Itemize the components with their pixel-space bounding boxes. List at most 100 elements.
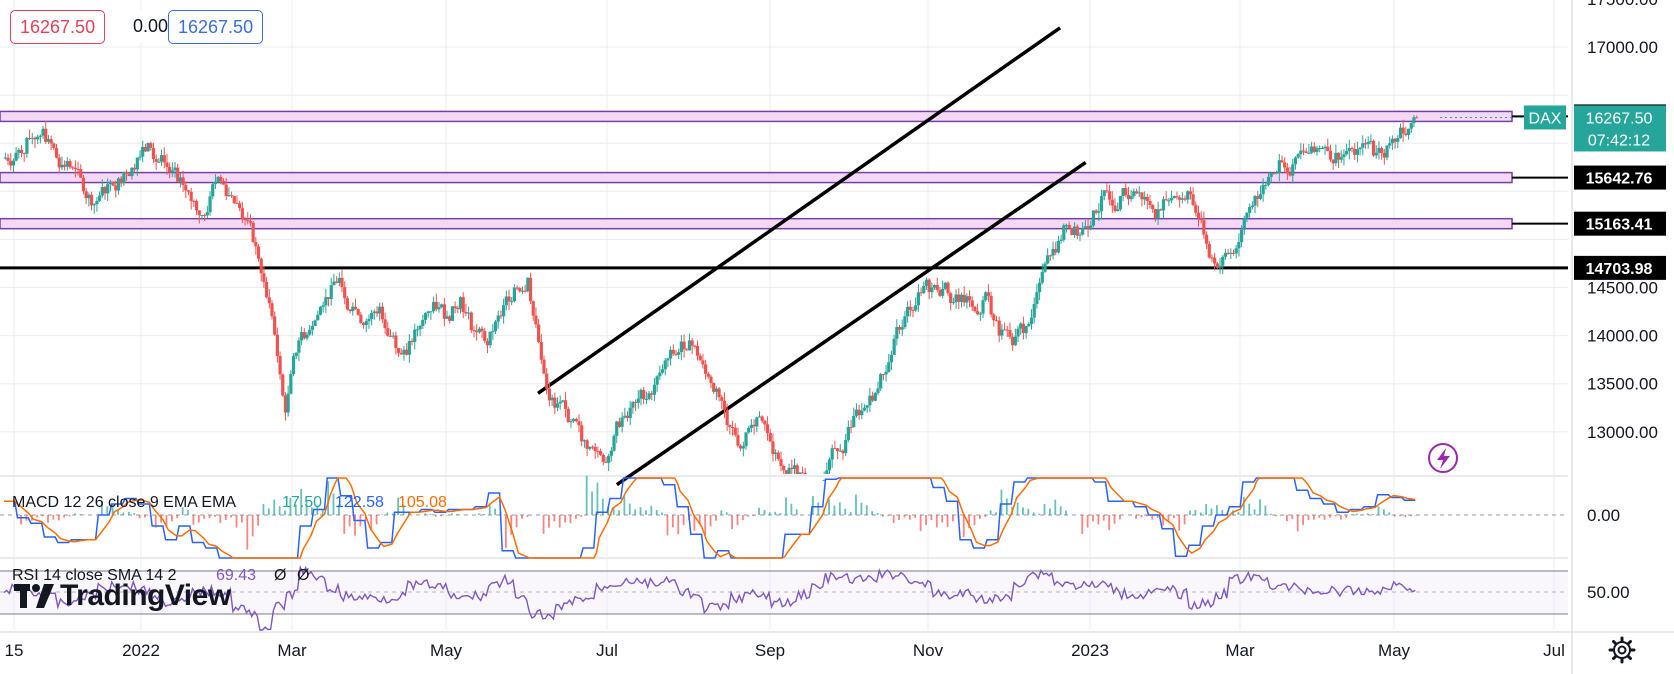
macd-histogram-bar xyxy=(1113,515,1116,524)
macd-histogram-bar xyxy=(1237,512,1240,515)
candle-body xyxy=(1064,224,1069,226)
macd-histogram-bar xyxy=(267,508,270,515)
candle-body xyxy=(1315,148,1319,152)
macd-histogram-bar xyxy=(725,512,728,515)
macd-histogram-bar xyxy=(100,500,103,515)
macd-histogram-bar xyxy=(257,515,259,526)
x-tick-label: 15 xyxy=(5,641,24,660)
candle-body xyxy=(1062,225,1066,240)
candle-body xyxy=(628,407,632,418)
macd-histogram-bar xyxy=(1302,515,1304,526)
candle-body xyxy=(1164,199,1168,201)
candle-body xyxy=(830,448,834,460)
candle-body xyxy=(324,297,328,306)
candle-body xyxy=(965,296,969,303)
candle-body xyxy=(598,451,603,455)
macd-histogram-bar xyxy=(952,515,954,522)
rsi-legend-label: RSI 14 close SMA 14 2 xyxy=(12,567,177,584)
candle-body xyxy=(593,446,597,452)
candle-body xyxy=(865,405,869,408)
candle-body xyxy=(959,294,964,302)
candle-body xyxy=(876,388,880,393)
candle-body xyxy=(211,184,215,197)
candle-body xyxy=(1326,146,1330,151)
candle-body xyxy=(353,306,358,310)
candle-body xyxy=(259,258,263,274)
candle-body xyxy=(677,352,681,355)
macd-histogram-bar xyxy=(1291,515,1294,519)
candle-body xyxy=(405,349,409,355)
candle-body xyxy=(421,319,425,326)
candle-body xyxy=(9,160,13,166)
lightning-icon[interactable] xyxy=(1428,443,1458,473)
candle-body xyxy=(553,397,557,408)
candle-body xyxy=(1242,218,1246,230)
candle-body xyxy=(636,398,640,403)
candle-body xyxy=(833,448,837,450)
level-zone xyxy=(0,110,1513,123)
candle-body xyxy=(625,415,630,418)
candle-body xyxy=(38,135,42,137)
macd-histogram-bar xyxy=(1108,515,1111,531)
macd-histogram-bar xyxy=(903,515,906,518)
candle-body xyxy=(1310,146,1314,153)
macd-histogram-bar xyxy=(736,515,739,526)
settings-gear-icon[interactable] xyxy=(1608,636,1636,664)
macd-histogram-bar xyxy=(68,515,71,517)
candle-body xyxy=(545,373,549,389)
macd-histogram-bar xyxy=(671,515,674,528)
candle-body xyxy=(165,162,169,168)
candle-body xyxy=(978,313,982,315)
candle-body xyxy=(1353,148,1357,155)
candle-body xyxy=(1382,152,1386,158)
macd-histogram-bar xyxy=(935,515,938,528)
macd-histogram-bar xyxy=(36,515,39,518)
candle-body xyxy=(33,137,37,140)
macd-histogram-bar xyxy=(1151,515,1154,520)
macd-histogram-bar xyxy=(445,515,448,516)
candle-body xyxy=(262,273,266,282)
macd-histogram-bar xyxy=(962,515,965,537)
candle-body xyxy=(17,149,21,153)
candle-body xyxy=(100,187,104,196)
candle-body xyxy=(1318,148,1322,150)
symbol-tag xyxy=(1524,105,1566,130)
candle-body xyxy=(1132,191,1136,197)
macd-histogram-bar xyxy=(52,515,55,520)
candle-body xyxy=(1159,209,1163,211)
macd-histogram-bar xyxy=(1356,513,1358,515)
candle-body xyxy=(1250,205,1254,207)
macd-histogram-bar xyxy=(1199,512,1202,515)
macd-histogram-bar xyxy=(521,515,523,519)
macd-histogram-bar xyxy=(747,515,750,517)
candle-body xyxy=(44,128,48,142)
macd-histogram-bar xyxy=(289,497,292,515)
candle-body xyxy=(1161,199,1166,211)
candle-body xyxy=(224,184,228,197)
candle-body xyxy=(1237,241,1241,249)
candle-body xyxy=(994,320,999,322)
candle-body xyxy=(1377,148,1381,153)
candle-body xyxy=(243,218,247,221)
candle-body xyxy=(1116,209,1120,212)
candle-body xyxy=(1094,210,1098,213)
candle-body xyxy=(739,445,743,449)
candle-body xyxy=(881,374,885,376)
candle-body xyxy=(186,190,191,192)
macd-histogram-bar xyxy=(1221,509,1224,515)
macd-histogram-bar xyxy=(817,502,820,515)
candle-body xyxy=(749,424,753,428)
macd-histogram-bar xyxy=(230,515,233,518)
candle-body xyxy=(631,401,635,408)
y-tick-label: 13000.00 xyxy=(1587,423,1658,442)
macd-histogram-bar xyxy=(122,512,125,515)
bar-countdown-label: 07:42:12 xyxy=(1588,132,1650,149)
candle-body xyxy=(941,288,945,296)
candle-body xyxy=(1019,323,1023,329)
candle-body xyxy=(704,364,708,374)
candle-body xyxy=(194,201,199,211)
candle-body xyxy=(1153,209,1157,218)
candle-body xyxy=(1401,127,1405,134)
macd-histogram-bar xyxy=(785,497,787,515)
